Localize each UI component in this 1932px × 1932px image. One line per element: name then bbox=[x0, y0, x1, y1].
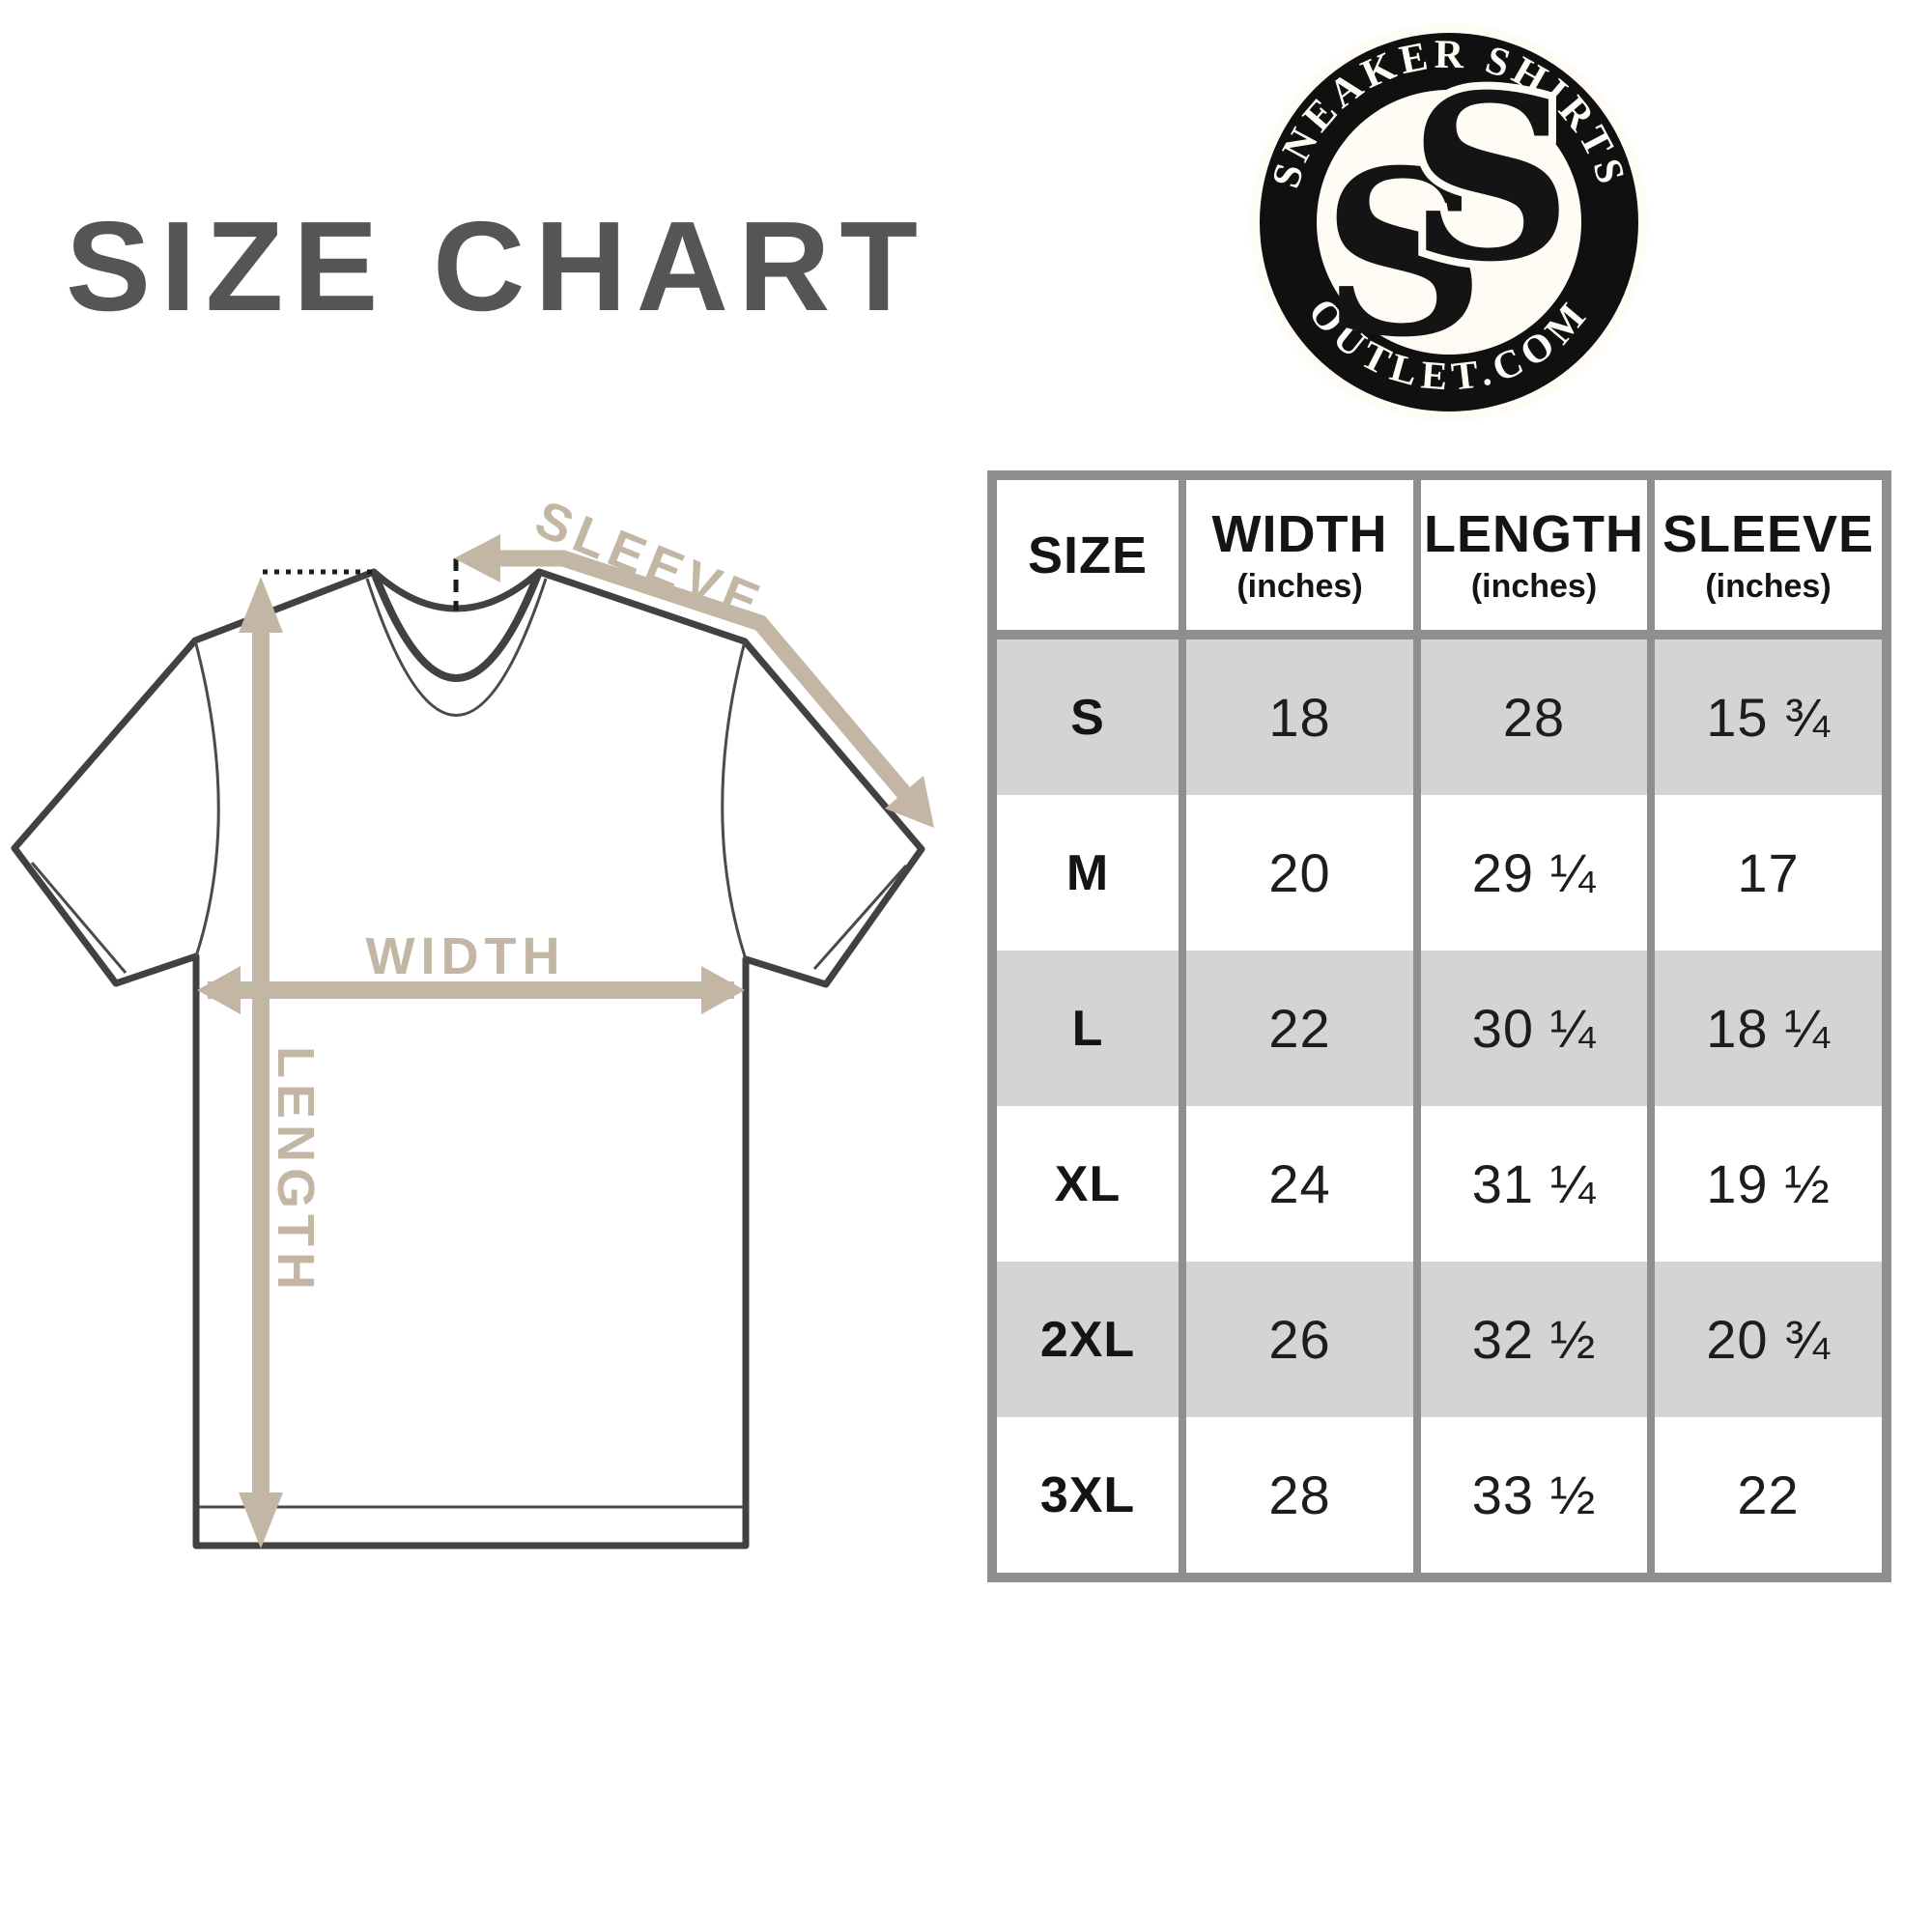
column-header-sub: (inches) bbox=[1705, 567, 1832, 605]
table-row-3xl-length: 33 ½ bbox=[1421, 1417, 1647, 1573]
table-row-3xl-size: 3XL bbox=[997, 1417, 1179, 1573]
table-row-xl-length: 31 ¼ bbox=[1421, 1106, 1647, 1262]
logo-monogram-s1: S bbox=[1321, 121, 1486, 387]
table-row-xl-width: 24 bbox=[1186, 1106, 1413, 1262]
table-row-s-size: S bbox=[997, 639, 1179, 795]
logo-monogram-s2: S bbox=[1408, 45, 1573, 312]
column-header-sleeve: SLEEVE (inches) bbox=[1655, 480, 1882, 639]
column-header-length: LENGTH (inches) bbox=[1421, 480, 1647, 639]
tshirt-outline bbox=[11, 568, 925, 1549]
left-cuff-seam bbox=[30, 862, 128, 974]
table-row-l-size: L bbox=[997, 951, 1179, 1106]
table-row-3xl-sleeve: 22 bbox=[1655, 1417, 1882, 1573]
table-row-2xl-length: 32 ½ bbox=[1421, 1262, 1647, 1417]
table-row-m-size: M bbox=[997, 795, 1179, 951]
column-header-label: SIZE bbox=[1027, 526, 1149, 584]
tshirt-measurement-diagram: WIDTH LENGTH SLEEVE bbox=[11, 490, 934, 1549]
column-header-size: SIZE bbox=[997, 480, 1179, 639]
table-row-2xl-width: 26 bbox=[1186, 1262, 1413, 1417]
table-row-s-length: 28 bbox=[1421, 639, 1647, 795]
right-armhole-seam bbox=[721, 640, 748, 960]
table-row-m-length: 29 ¼ bbox=[1421, 795, 1647, 951]
table-row-l-sleeve: 18 ¼ bbox=[1655, 951, 1882, 1106]
sleeve-arrow bbox=[454, 534, 934, 828]
right-cuff-seam bbox=[812, 865, 908, 970]
table-row-s-sleeve: 15 ¾ bbox=[1655, 639, 1882, 795]
width-arrow bbox=[197, 966, 745, 1014]
size-table: SIZE WIDTH (inches) LENGTH (inches) SLEE… bbox=[987, 470, 1891, 1582]
table-row-m-width: 20 bbox=[1186, 795, 1413, 951]
table-row-xl-size: XL bbox=[997, 1106, 1179, 1262]
collar-band-outline bbox=[370, 570, 543, 682]
column-header-sub: (inches) bbox=[1470, 567, 1598, 605]
table-row-2xl-size: 2XL bbox=[997, 1262, 1179, 1417]
table-row-3xl-width: 28 bbox=[1186, 1417, 1413, 1573]
table-row-l-width: 22 bbox=[1186, 951, 1413, 1106]
brand-logo-badge: SNEAKER SHIRTS OUTLET.COM S S bbox=[1250, 23, 1648, 421]
column-header-label: LENGTH bbox=[1424, 504, 1644, 563]
column-header-label: SLEEVE bbox=[1662, 504, 1875, 563]
table-row-l-length: 30 ¼ bbox=[1421, 951, 1647, 1106]
table-row-2xl-sleeve: 20 ¾ bbox=[1655, 1262, 1882, 1417]
collar-inner-seam bbox=[365, 578, 548, 717]
left-armhole-seam bbox=[193, 639, 220, 957]
column-header-label: WIDTH bbox=[1211, 504, 1388, 563]
column-header-width: WIDTH (inches) bbox=[1186, 480, 1413, 639]
table-row-s-width: 18 bbox=[1186, 639, 1413, 795]
column-header-sub: (inches) bbox=[1236, 567, 1363, 605]
page-title: SIZE CHART bbox=[66, 195, 927, 337]
length-label: LENGTH bbox=[267, 1046, 325, 1295]
length-arrow bbox=[239, 577, 283, 1548]
width-label: WIDTH bbox=[366, 927, 566, 985]
table-row-m-sleeve: 17 bbox=[1655, 795, 1882, 951]
table-row-xl-sleeve: 19 ½ bbox=[1655, 1106, 1882, 1262]
logo-inner-circle bbox=[1317, 90, 1581, 355]
